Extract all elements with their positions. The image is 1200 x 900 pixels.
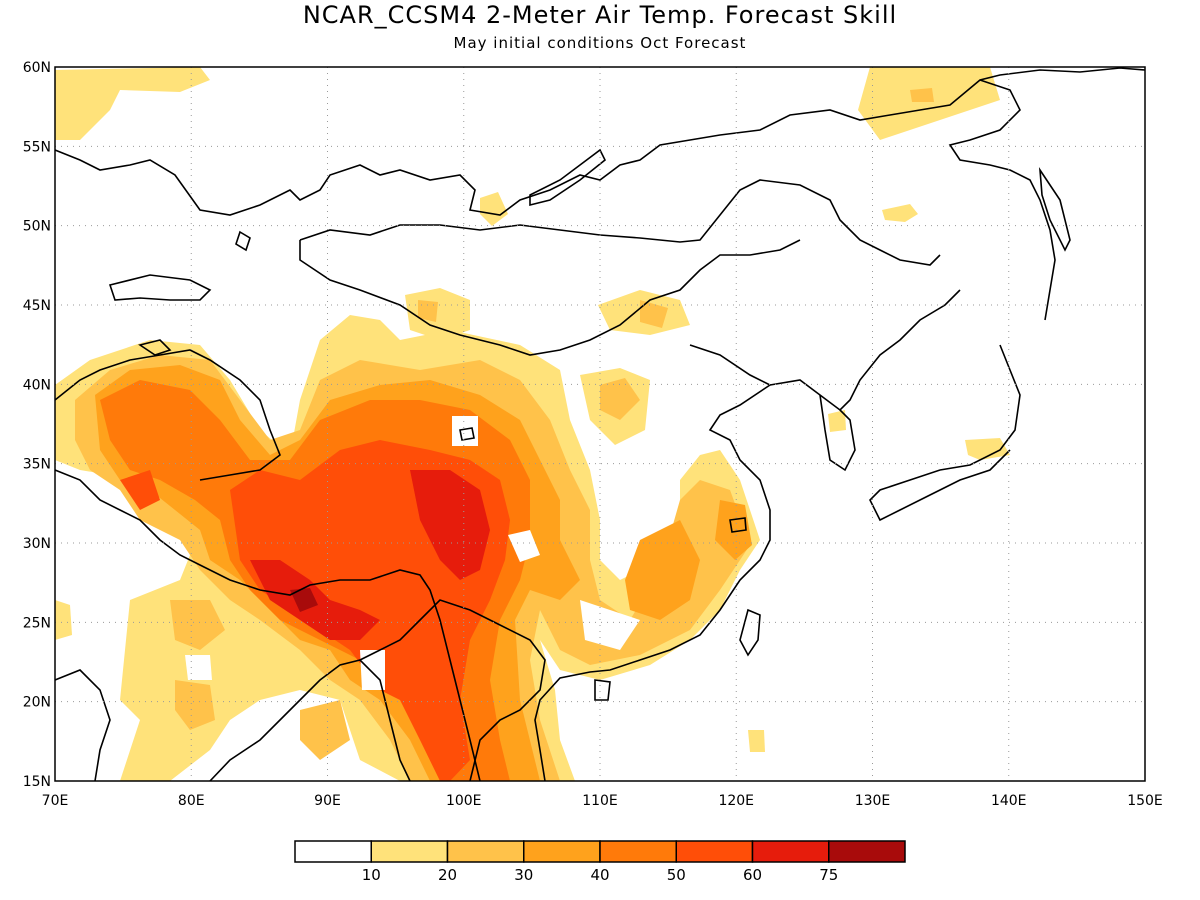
skill-gap bbox=[580, 600, 640, 650]
skill-region-75 bbox=[290, 588, 318, 612]
latitude-tick-label: 25N bbox=[23, 615, 51, 631]
skill-region-20 bbox=[640, 300, 668, 328]
skill-region-10 bbox=[858, 67, 1000, 140]
border bbox=[359, 599, 546, 781]
longitude-tick-label: 130E bbox=[855, 793, 891, 809]
skill-shading bbox=[55, 67, 1010, 781]
colorbar-label: 40 bbox=[590, 866, 609, 884]
longitude-tick-label: 140E bbox=[991, 793, 1027, 809]
skill-region-20 bbox=[600, 378, 640, 420]
colorbar-swatch bbox=[675, 840, 754, 863]
coastline bbox=[235, 230, 251, 252]
coastline bbox=[108, 274, 212, 301]
border bbox=[55, 469, 481, 781]
skill-region-20 bbox=[175, 680, 215, 730]
longitude-tick-label: 100E bbox=[446, 793, 482, 809]
colorbar: 10 20 30 40 50 60 75 bbox=[294, 840, 906, 884]
coastline bbox=[138, 339, 172, 356]
longitude-tick-label: 90E bbox=[314, 793, 341, 809]
colorbar-swatch bbox=[523, 840, 601, 863]
skill-region-30 bbox=[55, 67, 210, 140]
coastline bbox=[594, 679, 611, 701]
skill-region-30 bbox=[715, 500, 752, 560]
skill-region-60 bbox=[410, 470, 490, 580]
longitude-labels: 70E 80E 90E 100E 110E 120E 130E 140E 150E bbox=[42, 793, 1163, 809]
skill-region-10 bbox=[882, 204, 918, 222]
coastline bbox=[948, 79, 1056, 321]
colorbar-label: 75 bbox=[819, 866, 838, 884]
skill-region-10 bbox=[480, 192, 508, 226]
skill-region-20 bbox=[300, 700, 350, 760]
coastline bbox=[209, 659, 411, 781]
coastline bbox=[55, 669, 111, 781]
skill-region-30 bbox=[625, 520, 700, 620]
latitude-tick-label: 40N bbox=[23, 377, 51, 393]
skill-gap bbox=[360, 650, 385, 690]
longitude-tick-label: 110E bbox=[582, 793, 618, 809]
latitude-tick-label: 50N bbox=[23, 219, 51, 235]
skill-region-20 bbox=[170, 600, 225, 650]
skill-gap bbox=[452, 416, 478, 446]
colorbar-label: 60 bbox=[743, 866, 762, 884]
coastline bbox=[534, 344, 772, 781]
latitude-tick-label: 55N bbox=[23, 139, 51, 155]
map-frame bbox=[54, 66, 1146, 782]
skill-region-20 bbox=[910, 88, 934, 102]
skill-region-10 bbox=[55, 600, 72, 640]
skill-gap bbox=[508, 530, 540, 562]
skill-region-10 bbox=[748, 730, 765, 752]
border bbox=[55, 349, 281, 481]
colorbar-swatch bbox=[446, 840, 525, 863]
colorbar-swatch bbox=[828, 840, 906, 863]
latitude-labels: 15N 20N 25N 30N 35N 40N 45N 50N 55N 60N bbox=[23, 60, 51, 790]
coastline bbox=[769, 289, 961, 412]
skill-region-10 bbox=[828, 410, 846, 432]
map-gridlines bbox=[55, 67, 1145, 781]
colorbar-swatch bbox=[294, 840, 372, 863]
coastline bbox=[459, 427, 475, 441]
colorbar-swatch bbox=[751, 840, 830, 863]
longitude-tick-label: 70E bbox=[42, 793, 69, 809]
colorbar-swatch bbox=[370, 840, 449, 863]
longitude-tick-label: 80E bbox=[178, 793, 205, 809]
colorbar-label: 50 bbox=[667, 866, 686, 884]
skill-region-10 bbox=[965, 438, 1010, 460]
colorbar-label: 30 bbox=[514, 866, 533, 884]
longitude-tick-label: 120E bbox=[718, 793, 754, 809]
latitude-tick-label: 35N bbox=[23, 457, 51, 473]
latitude-tick-label: 45N bbox=[23, 298, 51, 314]
colorbar-swatch bbox=[599, 840, 677, 863]
colorbar-label: 10 bbox=[362, 866, 381, 884]
coastline bbox=[1038, 166, 1071, 252]
coastline bbox=[729, 517, 747, 533]
coastline bbox=[819, 394, 856, 472]
skill-region-50 bbox=[120, 470, 160, 510]
coastline bbox=[739, 608, 761, 657]
coastline bbox=[55, 67, 1145, 216]
longitude-tick-label: 150E bbox=[1127, 793, 1163, 809]
border bbox=[299, 179, 941, 266]
map-subtitle: May initial conditions Oct Forecast bbox=[453, 34, 747, 52]
coastline bbox=[869, 344, 1021, 522]
coastline bbox=[529, 148, 607, 207]
coastlines bbox=[55, 67, 1145, 781]
skill-gap bbox=[185, 655, 212, 680]
latitude-tick-label: 30N bbox=[23, 536, 51, 552]
latitude-tick-label: 20N bbox=[23, 695, 51, 711]
latitude-tick-label: 60N bbox=[23, 60, 51, 76]
latitude-tick-label: 15N bbox=[23, 774, 51, 790]
colorbar-label: 20 bbox=[438, 866, 457, 884]
border bbox=[299, 239, 801, 356]
map-title: NCAR_CCSM4 2-Meter Air Temp. Forecast Sk… bbox=[302, 1, 898, 29]
